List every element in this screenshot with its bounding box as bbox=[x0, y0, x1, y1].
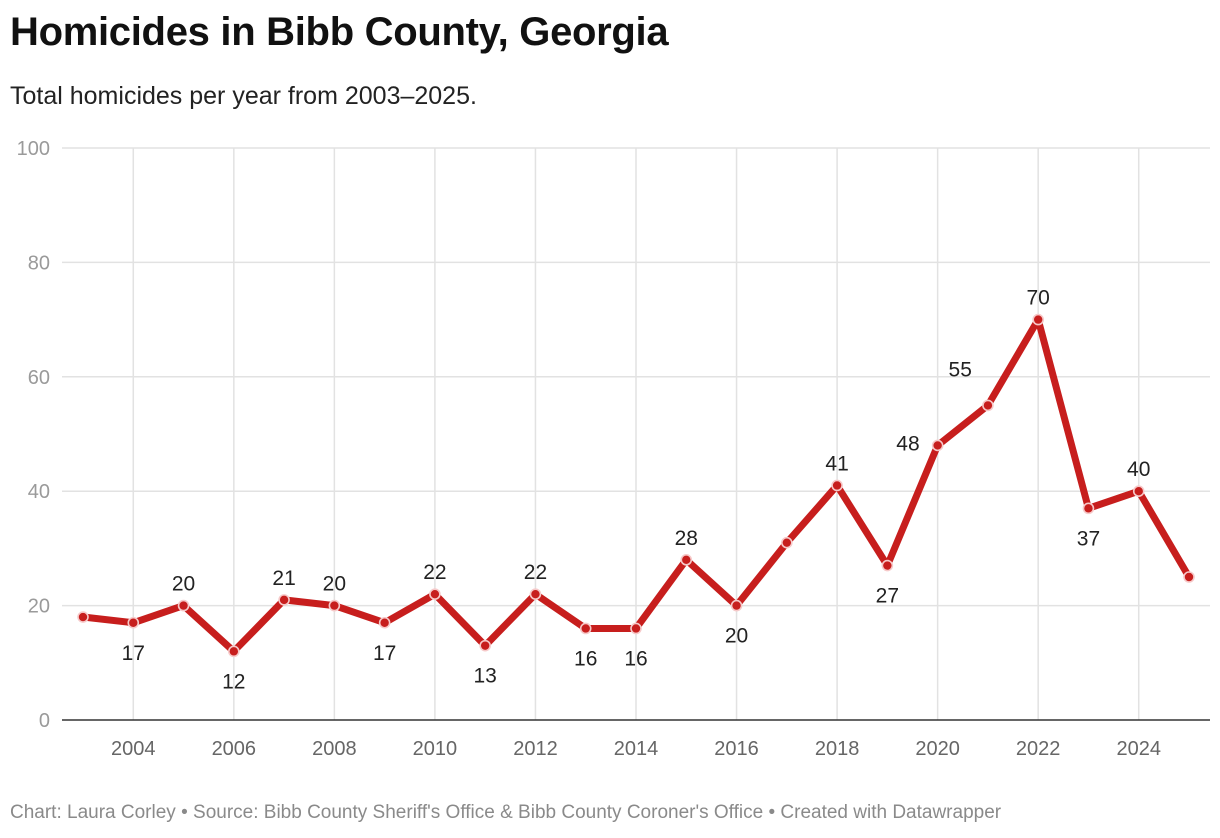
data-point bbox=[831, 479, 843, 492]
data-label: 12 bbox=[222, 670, 245, 693]
data-label: 41 bbox=[825, 452, 848, 475]
data-point bbox=[529, 588, 542, 600]
y-tick-label: 0 bbox=[39, 710, 50, 732]
data-point bbox=[278, 594, 290, 606]
data-label: 28 bbox=[675, 527, 698, 550]
data-label: 17 bbox=[122, 642, 145, 665]
x-tick-label: 2012 bbox=[513, 738, 558, 760]
data-label: 20 bbox=[725, 625, 748, 648]
data-point bbox=[730, 599, 743, 612]
data-point bbox=[982, 399, 994, 412]
data-label: 48 bbox=[896, 432, 919, 455]
chart-footer: Chart: Laura Corley • Source: Bibb Count… bbox=[10, 802, 1001, 824]
footer-separator: • bbox=[768, 802, 776, 823]
y-axis-ticks: 0 20 40 60 80 100 bbox=[17, 138, 50, 732]
x-tick-label: 2004 bbox=[111, 738, 156, 760]
x-tick-label: 2010 bbox=[413, 738, 458, 760]
x-axis-ticks: 2004 2006 2008 2010 2012 2014 2016 2018 2020 2022… bbox=[111, 738, 1161, 760]
data-point bbox=[479, 639, 491, 652]
data-point bbox=[177, 599, 190, 612]
y-tick-label: 60 bbox=[28, 367, 50, 389]
data-label: 22 bbox=[524, 561, 547, 584]
data-label: 21 bbox=[272, 567, 295, 590]
data-label: 17 bbox=[373, 642, 396, 665]
x-tick-label: 2020 bbox=[915, 738, 960, 760]
data-label: 20 bbox=[323, 573, 346, 596]
data-label: 55 bbox=[949, 358, 972, 381]
data-label: 13 bbox=[474, 665, 497, 688]
data-point bbox=[630, 622, 642, 635]
chart-subtitle: Total homicides per year from 2003–2025. bbox=[10, 82, 477, 110]
data-point bbox=[931, 439, 944, 452]
data-label: 70 bbox=[1027, 287, 1050, 310]
data-label: 16 bbox=[624, 647, 647, 670]
data-point bbox=[77, 611, 89, 623]
x-tick-label: 2008 bbox=[312, 738, 357, 760]
x-tick-label: 2014 bbox=[614, 738, 659, 760]
y-tick-label: 100 bbox=[17, 138, 50, 160]
x-tick-label: 2006 bbox=[212, 738, 257, 760]
x-tick-label: 2024 bbox=[1116, 738, 1161, 760]
footer-tool: Created with Datawrapper bbox=[780, 802, 1002, 823]
data-point bbox=[1132, 485, 1145, 498]
chart-title: Homicides in Bibb County, Georgia bbox=[10, 10, 669, 54]
data-label: 27 bbox=[876, 585, 899, 608]
footer-separator: • bbox=[181, 802, 188, 823]
data-point bbox=[1032, 313, 1044, 326]
y-tick-label: 40 bbox=[28, 481, 50, 503]
footer-source: Source: Bibb County Sheriff's Office & B… bbox=[193, 802, 764, 823]
data-label: 16 bbox=[574, 647, 597, 670]
data-labels: 17 20 12 21 20 17 22 13 22 16 16 28 20 41 27 48 55 70 37 40 bbox=[122, 287, 1151, 694]
data-point bbox=[680, 554, 693, 566]
data-label: 22 bbox=[423, 561, 446, 584]
data-label: 40 bbox=[1127, 458, 1150, 481]
data-point bbox=[579, 622, 592, 635]
data-point bbox=[881, 559, 894, 572]
data-point bbox=[1082, 502, 1095, 515]
footer-credit: Chart: Laura Corley bbox=[10, 802, 176, 823]
x-tick-label: 2018 bbox=[815, 738, 860, 760]
x-tick-label: 2016 bbox=[714, 738, 759, 760]
data-label: 37 bbox=[1077, 527, 1100, 550]
data-points bbox=[77, 313, 1195, 658]
x-tick-label: 2022 bbox=[1016, 738, 1061, 760]
data-point bbox=[781, 536, 793, 549]
y-tick-label: 20 bbox=[28, 596, 50, 618]
x-gridlines bbox=[132, 148, 1140, 720]
y-tick-label: 80 bbox=[28, 252, 50, 274]
data-point bbox=[429, 588, 441, 600]
data-point bbox=[127, 616, 140, 629]
data-point bbox=[378, 616, 391, 629]
data-point bbox=[1183, 571, 1195, 583]
data-point bbox=[328, 599, 341, 612]
data-label: 20 bbox=[172, 573, 195, 596]
data-point bbox=[228, 645, 240, 658]
